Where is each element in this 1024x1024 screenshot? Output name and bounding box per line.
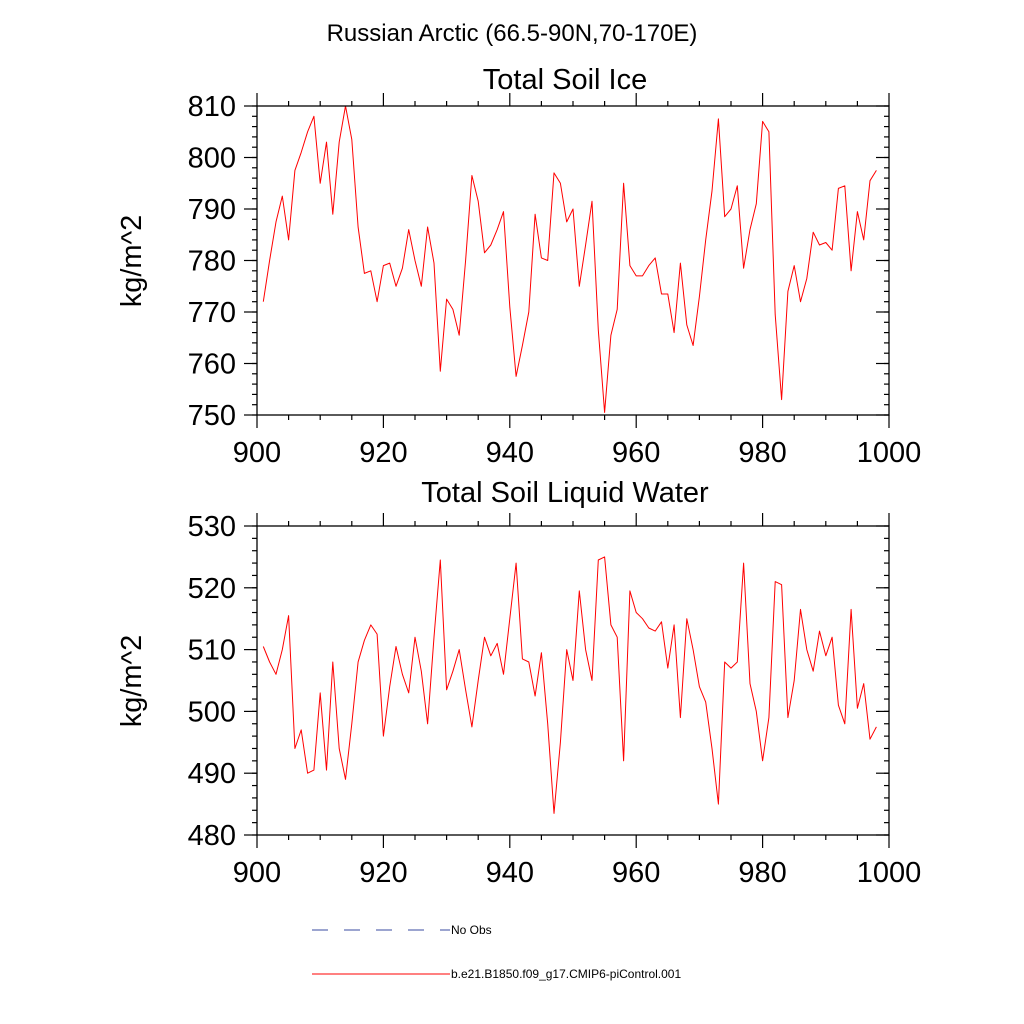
y-tick-label: 490 (188, 758, 236, 790)
y-tick-label: 770 (188, 297, 236, 329)
tick-labels-soil-liquid-water: 900 920 940 960 980 1000 480 490 500 510 520 530 (188, 511, 922, 889)
x-tick-label: 940 (486, 437, 534, 469)
chart-panel-soil-ice: Total Soil Ice kg/m^2 900 920 940 960 980 100… (116, 64, 921, 469)
series-line (262, 556, 877, 814)
y-tick-label: 810 (188, 91, 236, 123)
y-tick-label: 760 (188, 349, 236, 381)
y-axis-label-soil-liquid-water: kg/m^2 (116, 635, 148, 728)
y-axis-label-soil-ice: kg/m^2 (116, 215, 148, 308)
series-soil-liquid-water (262, 556, 877, 814)
x-tick-label: 900 (233, 437, 281, 469)
y-tick-label: 500 (188, 696, 236, 728)
series-line (262, 105, 877, 413)
x-tick-label: 980 (738, 437, 786, 469)
x-tick-label: 1000 (857, 857, 922, 889)
x-tick-label: 920 (359, 857, 407, 889)
legend-label-model: b.e21.B1850.f09_g17.CMIP6-piControl.001 (451, 967, 681, 981)
chart-title-soil-ice: Total Soil Ice (483, 64, 647, 96)
series-soil-ice (262, 105, 877, 413)
y-tick-label: 480 (188, 820, 236, 852)
chart-title-soil-liquid-water: Total Soil Liquid Water (421, 477, 709, 509)
x-tick-label: 1000 (857, 437, 922, 469)
legend: No Obs b.e21.B1850.f09_g17.CMIP6-piContr… (312, 923, 681, 981)
tick-labels-soil-ice: 900 920 940 960 980 1000 750 760 770 780 790 800 810 (188, 91, 922, 469)
y-tick-label: 530 (188, 511, 236, 543)
x-tick-label: 920 (359, 437, 407, 469)
plot-frame-soil-ice (256, 105, 890, 416)
y-tick-label: 520 (188, 573, 236, 605)
legend-label-no-obs: No Obs (451, 923, 492, 937)
x-tick-label: 980 (738, 857, 786, 889)
y-tick-label: 780 (188, 246, 236, 278)
x-tick-label: 960 (612, 437, 660, 469)
x-tick-label: 940 (486, 857, 534, 889)
y-tick-label: 510 (188, 635, 236, 667)
x-tick-label: 900 (233, 857, 281, 889)
y-tick-label: 790 (188, 194, 236, 226)
page-title: Russian Arctic (66.5-90N,70-170E) (327, 20, 698, 47)
x-tick-label: 960 (612, 857, 660, 889)
chart-panel-soil-liquid-water: Total Soil Liquid Water kg/m^2 900 920 940… (116, 477, 921, 889)
y-tick-label: 750 (188, 400, 236, 432)
axis-ticks-soil-ice (244, 93, 890, 428)
y-tick-label: 800 (188, 143, 236, 175)
axis-ticks-soil-liquid-water (244, 513, 890, 848)
plot-frame-soil-liquid-water (256, 525, 890, 836)
